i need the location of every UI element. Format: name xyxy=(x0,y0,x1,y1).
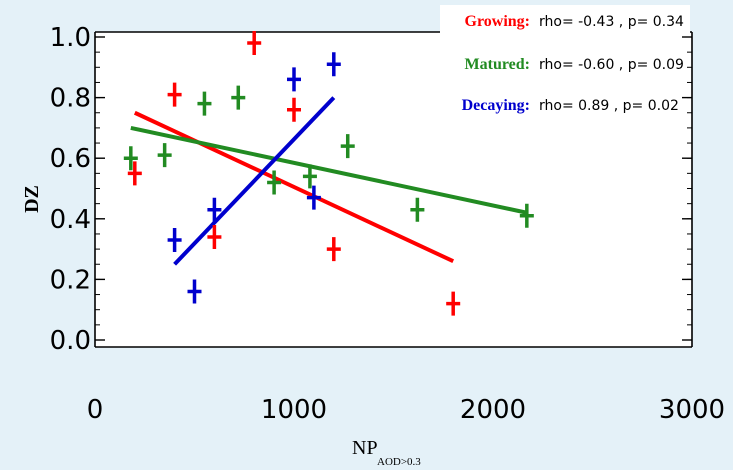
legend-background xyxy=(440,5,690,125)
legend-series-name: Decaying: xyxy=(462,97,530,114)
y-axis-label: DZ xyxy=(21,185,43,213)
data-point xyxy=(410,197,425,222)
x-tick-label: 1000 xyxy=(261,395,327,425)
axis-ticks: 0.0 0.2 0.4 0.6 0.8 1.0 0 1000 2000 3000 xyxy=(50,23,725,425)
data-point xyxy=(157,143,172,168)
data-point xyxy=(446,291,461,316)
y-tick-label: 0.6 xyxy=(50,144,91,174)
data-point xyxy=(287,97,301,122)
legend-series-stats: rho= -0.60 , p= 0.09 xyxy=(539,57,684,73)
x-tick-label: 0 xyxy=(87,395,104,425)
data-point xyxy=(207,197,222,222)
x-axis-label-subscript: AOD>0.3 xyxy=(377,456,421,468)
y-tick-label: 0.0 xyxy=(50,326,91,356)
legend-series-stats: rho= 0.89 , p= 0.02 xyxy=(539,98,679,114)
y-tick-label: 0.2 xyxy=(50,265,91,295)
data-point xyxy=(340,134,355,159)
data-point xyxy=(326,52,341,77)
data-point xyxy=(247,31,262,56)
fit-line xyxy=(173,96,336,266)
data-point xyxy=(167,228,182,253)
x-axis-label: NP xyxy=(352,437,378,459)
data-point xyxy=(197,91,212,116)
legend-series-name: Growing: xyxy=(465,13,530,30)
legend: Growing: rho= -0.43 , p= 0.34 Matured: rho=… xyxy=(440,5,690,125)
data-point xyxy=(123,146,138,171)
legend-series-name: Matured: xyxy=(465,56,530,73)
y-tick-label: 0.4 xyxy=(50,205,91,235)
fit-line xyxy=(133,110,455,264)
data-point xyxy=(267,170,282,195)
data-point xyxy=(519,203,534,228)
data-point xyxy=(302,164,317,189)
data-point xyxy=(287,67,301,92)
data-point xyxy=(207,224,222,249)
x-tick-label: 2000 xyxy=(460,395,526,425)
y-tick-label: 0.8 xyxy=(50,84,91,114)
data-point xyxy=(167,82,182,107)
data-point xyxy=(306,185,321,210)
x-tick-label: 3000 xyxy=(659,395,725,425)
fit-line xyxy=(130,125,528,215)
data-point xyxy=(231,85,246,110)
data-point xyxy=(127,161,142,186)
legend-series-stats: rho= -0.43 , p= 0.34 xyxy=(539,14,684,30)
data-points xyxy=(123,31,534,316)
y-tick-label: 1.0 xyxy=(50,23,91,53)
data-point xyxy=(187,279,202,304)
fit-lines xyxy=(130,96,528,266)
data-point xyxy=(326,237,341,262)
